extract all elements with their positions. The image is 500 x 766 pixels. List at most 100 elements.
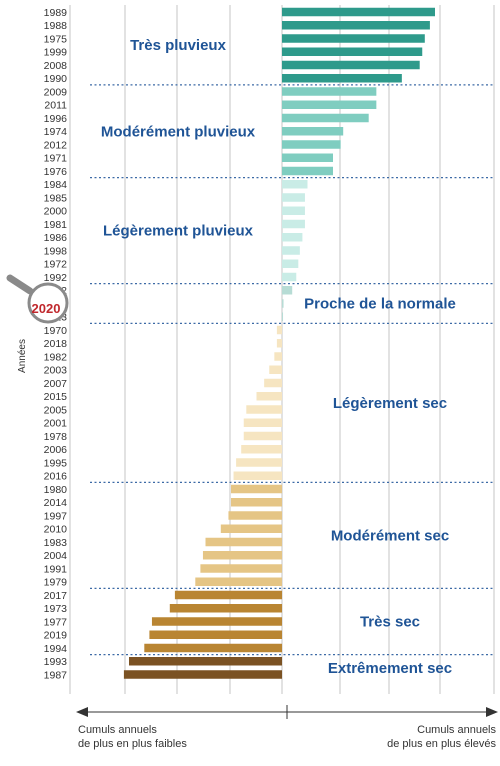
bar-2002 [282, 286, 293, 295]
bar-1977 [151, 617, 282, 626]
bar-2003 [269, 365, 282, 374]
bar-1984 [282, 180, 308, 189]
year-label-1991: 1991 [44, 563, 68, 575]
year-label-1989: 1989 [44, 7, 68, 19]
bar-1976 [282, 166, 333, 176]
bar-2000 [282, 206, 305, 215]
bar-2019 [149, 630, 282, 639]
bar-1987 [123, 670, 283, 679]
year-label-1983: 1983 [44, 537, 68, 549]
bar-1993 [129, 657, 282, 666]
x-axis-right-caption-line1: Cumuls annuels [417, 724, 496, 736]
year-label-1982: 1982 [44, 351, 68, 363]
bars [123, 7, 435, 679]
year-label-1997: 1997 [44, 510, 68, 522]
year-label-1972: 1972 [44, 259, 68, 271]
year-label-1985: 1985 [44, 192, 68, 204]
year-label-1988: 1988 [44, 20, 68, 32]
year-label-1976: 1976 [44, 166, 68, 178]
year-label-2004: 2004 [44, 550, 68, 562]
bar-2012 [282, 140, 341, 149]
bar-1983 [205, 537, 282, 547]
bar-1980 [231, 484, 282, 494]
bar-1992 [282, 272, 297, 282]
bar-2004 [202, 551, 282, 560]
bar-1999 [282, 47, 423, 56]
category-label-0: Très pluvieux [130, 37, 227, 54]
year-label-2007: 2007 [44, 378, 68, 390]
bar-1996 [282, 113, 369, 123]
bar-1985 [282, 193, 305, 202]
bar-2017 [174, 590, 282, 600]
year-label-2000: 2000 [44, 206, 68, 218]
bar-1974 [282, 127, 344, 136]
year-label-2001: 2001 [44, 418, 68, 430]
year-label-1975: 1975 [44, 33, 68, 45]
bar-2015 [256, 392, 282, 401]
year-label-2008: 2008 [44, 60, 68, 72]
year-label-2014: 2014 [44, 497, 68, 509]
bar-1989 [282, 7, 435, 17]
year-label-1995: 1995 [44, 457, 68, 469]
year-label-2019: 2019 [44, 630, 68, 642]
bar-1997 [228, 511, 282, 520]
year-label-1994: 1994 [44, 643, 68, 655]
year-label-1973: 1973 [44, 603, 68, 615]
year-label-2005: 2005 [44, 404, 68, 416]
bar-1981 [282, 219, 305, 229]
x-axis-left-caption-line2: de plus en plus faibles [78, 738, 187, 750]
year-label-1977: 1977 [44, 616, 68, 628]
year-label-1978: 1978 [44, 431, 68, 443]
bar-1998 [282, 246, 300, 255]
year-label-1974: 1974 [44, 126, 68, 138]
category-label-7: Extrêmement sec [328, 660, 452, 677]
year-label-1993: 1993 [44, 656, 68, 668]
bar-1975 [282, 34, 425, 43]
year-label-1971: 1971 [44, 153, 68, 165]
bar-1970 [276, 325, 282, 335]
year-label-2011: 2011 [44, 100, 67, 112]
bar-1988 [282, 21, 430, 30]
arrow-right-icon [486, 707, 498, 717]
arrow-left-icon [76, 707, 88, 717]
bar-1971 [282, 153, 333, 162]
bar-2011 [282, 100, 377, 109]
bar-2013 [282, 312, 284, 321]
year-label-2017: 2017 [44, 590, 68, 602]
highlight-2020: 2020 [6, 274, 69, 324]
year-label-2003: 2003 [44, 365, 68, 377]
year-label-2018: 2018 [44, 338, 68, 350]
bar-2020 [282, 299, 284, 308]
year-label-2006: 2006 [44, 444, 68, 456]
bar-2014 [231, 498, 282, 507]
x-axis-right-caption-line2: de plus en plus élevés [387, 738, 496, 750]
year-label-2016: 2016 [44, 471, 68, 483]
bar-1991 [200, 564, 282, 573]
bar-1986 [282, 233, 303, 242]
bar-2018 [276, 339, 282, 348]
year-label-1990: 1990 [44, 73, 68, 85]
bar-1994 [144, 643, 282, 653]
year-label-1979: 1979 [44, 577, 68, 589]
bar-2009 [282, 87, 377, 96]
bar-1990 [282, 74, 402, 83]
bar-1995 [236, 458, 282, 467]
bar-1979 [195, 577, 282, 586]
bar-2006 [241, 445, 282, 454]
year-label-2010: 2010 [44, 524, 68, 536]
bar-2016 [233, 471, 282, 480]
year-label-1996: 1996 [44, 113, 68, 125]
year-label-1980: 1980 [44, 484, 68, 496]
bar-1978 [243, 431, 282, 441]
bar-1982 [274, 352, 282, 361]
bar-1972 [282, 259, 299, 268]
bar-2007 [264, 378, 282, 388]
category-labels: Très pluvieux Modérément pluvieux Légèreme… [101, 37, 456, 677]
y-axis-label: Années [17, 339, 28, 373]
year-label-1999: 1999 [44, 47, 68, 59]
category-label-5: Modérément sec [331, 527, 449, 544]
bar-2001 [243, 418, 282, 427]
year-label-1992: 1992 [44, 272, 68, 284]
